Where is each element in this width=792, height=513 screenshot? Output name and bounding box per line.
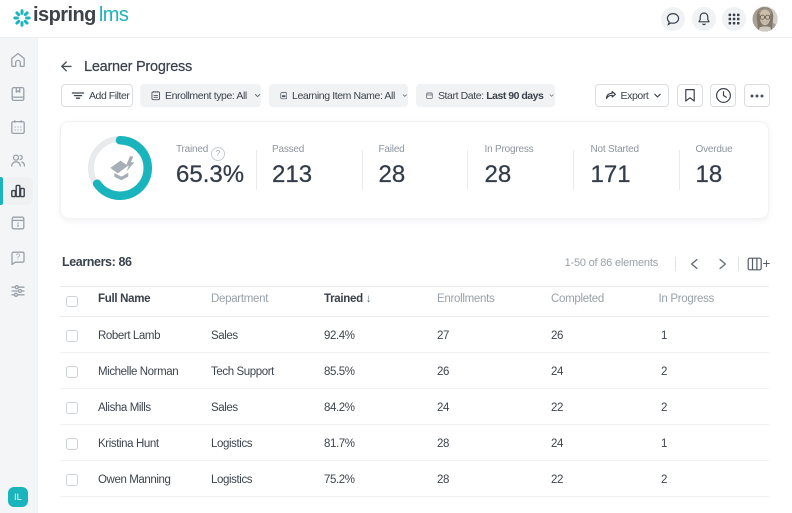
svg-text:?: ? <box>16 253 21 262</box>
